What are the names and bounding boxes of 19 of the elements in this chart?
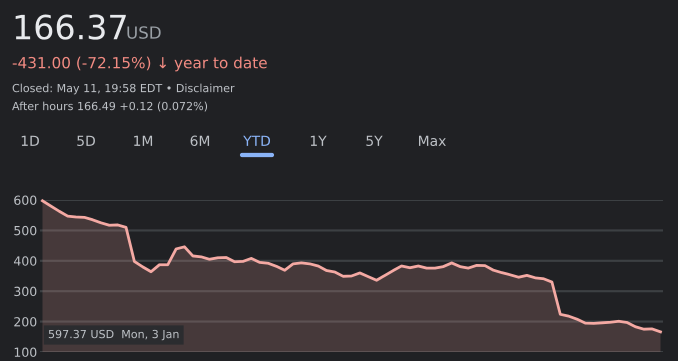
- y-tick-label: 400: [14, 256, 36, 266]
- text: 1M: [134, 136, 152, 146]
- text: 5D: [77, 136, 95, 146]
- text: YTD: [243, 136, 270, 146]
- text: Closed: May 11, 19:58 EDT • Disclaimer: [12, 84, 235, 94]
- annotation: 597.37 USD Mon, 3 Jan: [48, 330, 178, 340]
- y-tick-label: 300: [14, 286, 36, 296]
- text: 6M: [190, 136, 210, 146]
- text: 1Y: [310, 136, 327, 146]
- text: After hours 166.49 +0.12 (0.072%): [12, 102, 208, 112]
- chart-subtitle: -431.00 (-72.15%) ↓ year to date: [12, 56, 267, 72]
- y-tick-label: 200: [14, 317, 36, 327]
- text: 5Y: [366, 136, 383, 146]
- chart-title: 166.37USD: [16, 14, 161, 40]
- y-tick-label: 500: [14, 226, 36, 236]
- y-tick-label: 100: [14, 347, 36, 357]
- y-tick-label: 600: [14, 195, 36, 205]
- text: Max: [419, 136, 446, 146]
- text: 1D: [22, 136, 39, 146]
